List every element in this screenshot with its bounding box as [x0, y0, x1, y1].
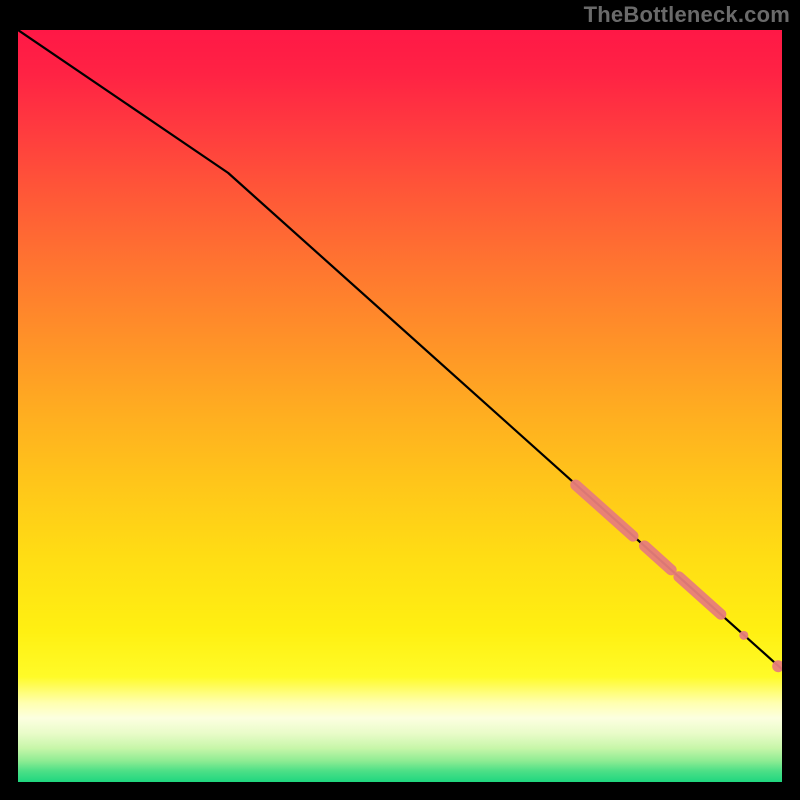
gradient-background	[18, 30, 782, 782]
plot-svg	[18, 30, 782, 782]
chart-root: TheBottleneck.com	[0, 0, 800, 800]
watermark-label: TheBottleneck.com	[584, 2, 790, 28]
plot-area	[18, 30, 782, 782]
marker-dot	[739, 631, 748, 640]
